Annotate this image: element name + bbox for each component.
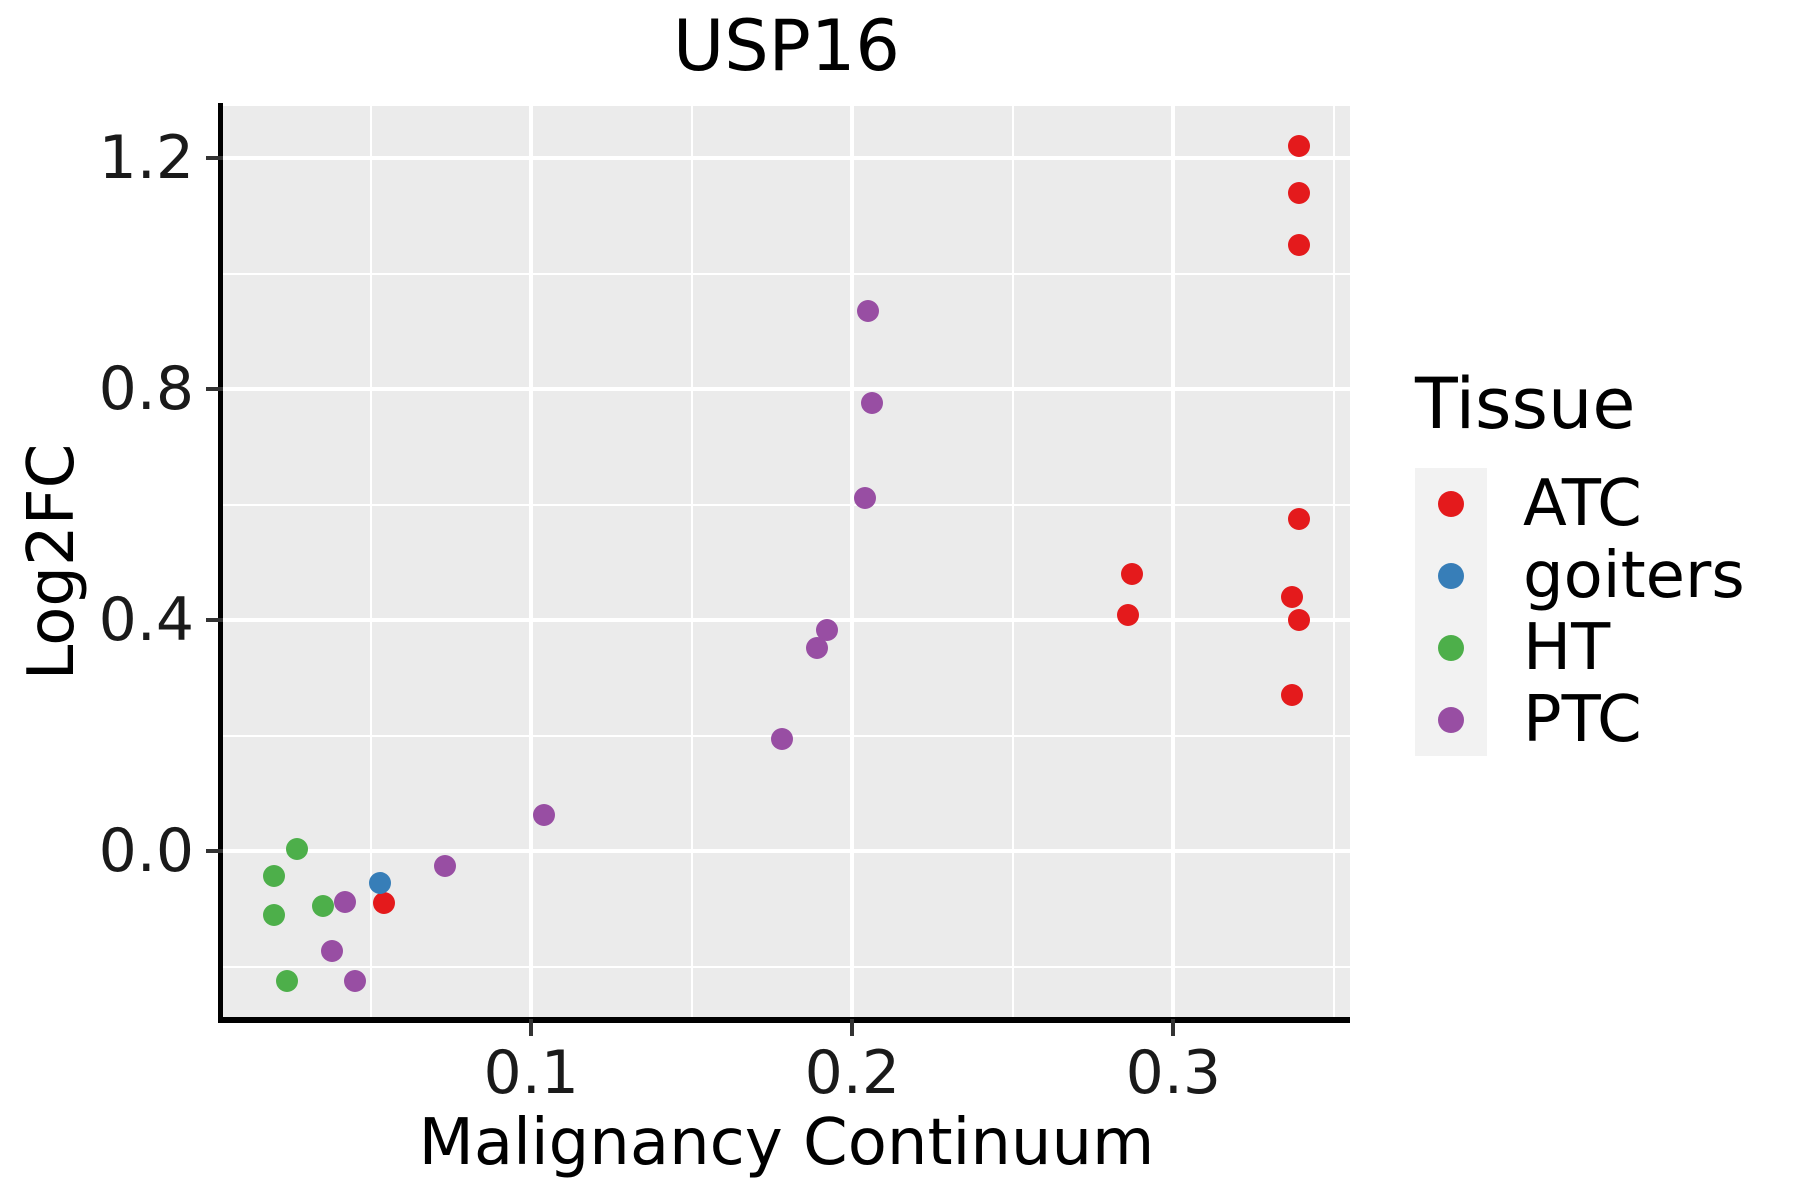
y-tick-mark	[206, 618, 223, 623]
data-point-PTC	[321, 939, 344, 962]
y-tick-mark	[206, 387, 223, 392]
data-point-PTC	[860, 392, 883, 414]
plot-title: USP16	[673, 5, 900, 87]
data-point-HT	[311, 895, 334, 918]
gridline-major-y	[223, 387, 1350, 392]
legend-item-label: PTC	[1523, 683, 1642, 757]
gridline-minor-x	[690, 106, 693, 1019]
legend: Tissue ATC goiters HT PTC	[1415, 362, 1745, 756]
legend-dot-icon	[1438, 635, 1464, 661]
gridline-minor-x	[1011, 106, 1014, 1019]
data-point-ATC	[1287, 508, 1310, 531]
data-point-PTC	[343, 970, 366, 993]
x-tick-mark	[529, 1019, 534, 1036]
legend-item-label: ATC	[1523, 467, 1642, 541]
y-tick-label: 0.4	[98, 585, 194, 656]
legend-key	[1415, 468, 1487, 540]
y-tick-label: 0.0	[98, 816, 194, 887]
legend-title: Tissue	[1415, 363, 1636, 445]
plot-panel	[223, 106, 1350, 1019]
gridline-major-x	[1171, 106, 1176, 1019]
data-point-ATC	[1120, 563, 1143, 586]
data-point-ATC	[1287, 233, 1310, 256]
data-point-goiters	[369, 872, 392, 895]
data-point-HT	[285, 837, 308, 860]
data-point-PTC	[433, 854, 456, 877]
gridline-major-y	[223, 849, 1350, 854]
data-point-ATC	[1117, 603, 1140, 626]
data-point-ATC	[1287, 609, 1310, 632]
data-point-PTC	[857, 300, 880, 323]
data-point-PTC	[334, 891, 356, 914]
x-tick-mark	[850, 1019, 855, 1036]
data-point-PTC	[806, 637, 828, 660]
legend-dot-icon	[1438, 707, 1464, 733]
x-tick-label: 0.2	[804, 1038, 901, 1108]
data-point-PTC	[815, 619, 838, 642]
gridline-major-x	[529, 106, 534, 1019]
y-tick-label: 0.8	[98, 354, 194, 425]
data-point-ATC	[1287, 135, 1310, 158]
gridline-major-x	[850, 106, 855, 1019]
gridline-major-y	[223, 618, 1350, 623]
legend-dot-icon	[1438, 563, 1464, 589]
data-point-ATC	[1281, 586, 1304, 609]
legend-key	[1415, 540, 1487, 612]
gridline-minor-x	[1332, 106, 1335, 1019]
data-point-PTC	[854, 487, 877, 510]
y-tick-mark	[206, 156, 223, 160]
legend-item-goiters: goiters	[1415, 540, 1745, 612]
data-point-HT	[263, 865, 286, 888]
data-point-PTC	[770, 728, 793, 751]
x-axis-title: Malignancy Continuum	[418, 1106, 1155, 1180]
x-tick-label: 0.3	[1125, 1038, 1222, 1108]
legend-dot-icon	[1438, 491, 1464, 517]
legend-item-label: HT	[1523, 611, 1611, 685]
gridline-minor-x	[369, 106, 372, 1019]
gridline-minor-y	[223, 272, 1350, 275]
gridline-minor-y	[223, 503, 1350, 506]
data-point-ATC	[1281, 684, 1304, 707]
legend-key	[1415, 612, 1487, 684]
legend-item-HT: HT	[1415, 612, 1745, 684]
legend-item-ATC: ATC	[1415, 468, 1745, 540]
data-point-HT	[276, 969, 299, 992]
data-point-HT	[263, 903, 286, 926]
legend-key	[1415, 684, 1487, 756]
data-point-ATC	[1287, 181, 1310, 204]
legend-item-PTC: PTC	[1415, 684, 1745, 756]
gridline-major-y	[223, 156, 1350, 160]
legend-item-label: goiters	[1523, 539, 1745, 613]
gridline-minor-y	[223, 965, 1350, 968]
y-tick-mark	[206, 849, 223, 854]
data-point-PTC	[533, 804, 556, 827]
x-tick-label: 0.1	[483, 1038, 579, 1108]
legend-items: ATC goiters HT PTC	[1415, 468, 1745, 756]
x-tick-mark	[1171, 1019, 1176, 1036]
y-axis-line	[218, 103, 223, 1022]
data-point-ATC	[372, 892, 395, 915]
y-tick-label: 1.2	[98, 123, 194, 193]
x-axis-line	[218, 1017, 1350, 1023]
